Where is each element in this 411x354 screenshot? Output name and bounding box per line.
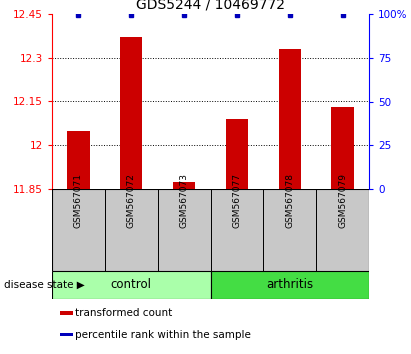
Text: GSM567077: GSM567077 xyxy=(232,173,241,228)
Bar xyxy=(105,189,158,271)
Bar xyxy=(332,107,354,189)
Bar xyxy=(120,37,142,189)
Bar xyxy=(279,49,301,189)
Title: GDS5244 / 10469772: GDS5244 / 10469772 xyxy=(136,0,285,11)
Bar xyxy=(52,271,210,299)
Bar xyxy=(60,333,73,337)
Bar xyxy=(210,271,369,299)
Text: GSM567072: GSM567072 xyxy=(127,173,136,228)
Text: disease state ▶: disease state ▶ xyxy=(4,280,85,290)
Text: GSM567071: GSM567071 xyxy=(74,173,83,228)
Text: GSM567079: GSM567079 xyxy=(338,173,347,228)
Text: GSM567078: GSM567078 xyxy=(285,173,294,228)
Bar xyxy=(226,119,248,189)
Bar xyxy=(316,189,369,271)
Bar xyxy=(52,189,105,271)
Bar xyxy=(210,189,263,271)
Bar xyxy=(158,189,210,271)
Bar xyxy=(263,189,316,271)
Bar xyxy=(67,131,90,189)
Bar xyxy=(60,312,73,315)
Text: percentile rank within the sample: percentile rank within the sample xyxy=(75,330,251,340)
Text: arthritis: arthritis xyxy=(266,279,313,291)
Bar xyxy=(173,182,195,189)
Text: transformed count: transformed count xyxy=(75,308,172,318)
Text: control: control xyxy=(111,279,152,291)
Text: GSM567073: GSM567073 xyxy=(180,173,189,228)
